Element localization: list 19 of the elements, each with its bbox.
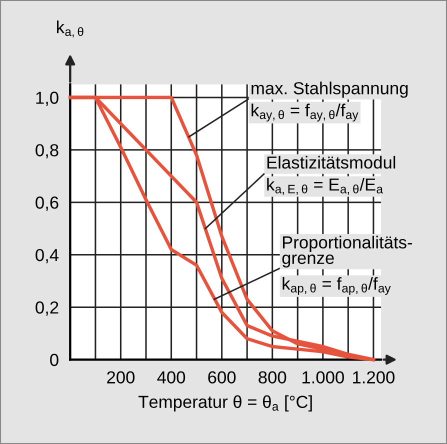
annotation: max. Stahlspannung	[252, 82, 408, 98]
x-tick-label: 800	[258, 371, 286, 384]
annotation: k$_{a,E,θ}$ = E$_{a,θ}$/E$_{a}$	[267, 178, 383, 195]
annotation: Elastizitätsmodul	[267, 156, 396, 169]
y-tick-label: 0,4	[36, 248, 59, 264]
x-tick-label: 200	[107, 371, 135, 384]
annotation: k$_{ay,θ}$ = f$_{ay,θ}$/f$_{ay}$	[252, 104, 358, 122]
x-tick-label: 600	[208, 371, 236, 384]
annotation: k$_{ap,θ}$ = f$_{ap,θ}$/f$_{ay}$	[282, 277, 391, 295]
x-tick-label: 400	[157, 371, 186, 384]
x-axis-title: Temperatur θ = θ$_{a}$ [°C]	[138, 395, 312, 412]
y-tick-label: 0,2	[36, 301, 58, 316]
y-axis-title: k$_{a,θ}$	[57, 20, 84, 38]
x-tick-label: 1.200	[353, 371, 394, 384]
y-tick-label: 0	[50, 354, 58, 366]
y-tick-label: 0,8	[36, 144, 58, 158]
x-tick-label: 1.000	[302, 371, 344, 384]
y-tick-label: 1,0	[36, 92, 58, 106]
y-tick-label: 0,6	[36, 196, 58, 211]
